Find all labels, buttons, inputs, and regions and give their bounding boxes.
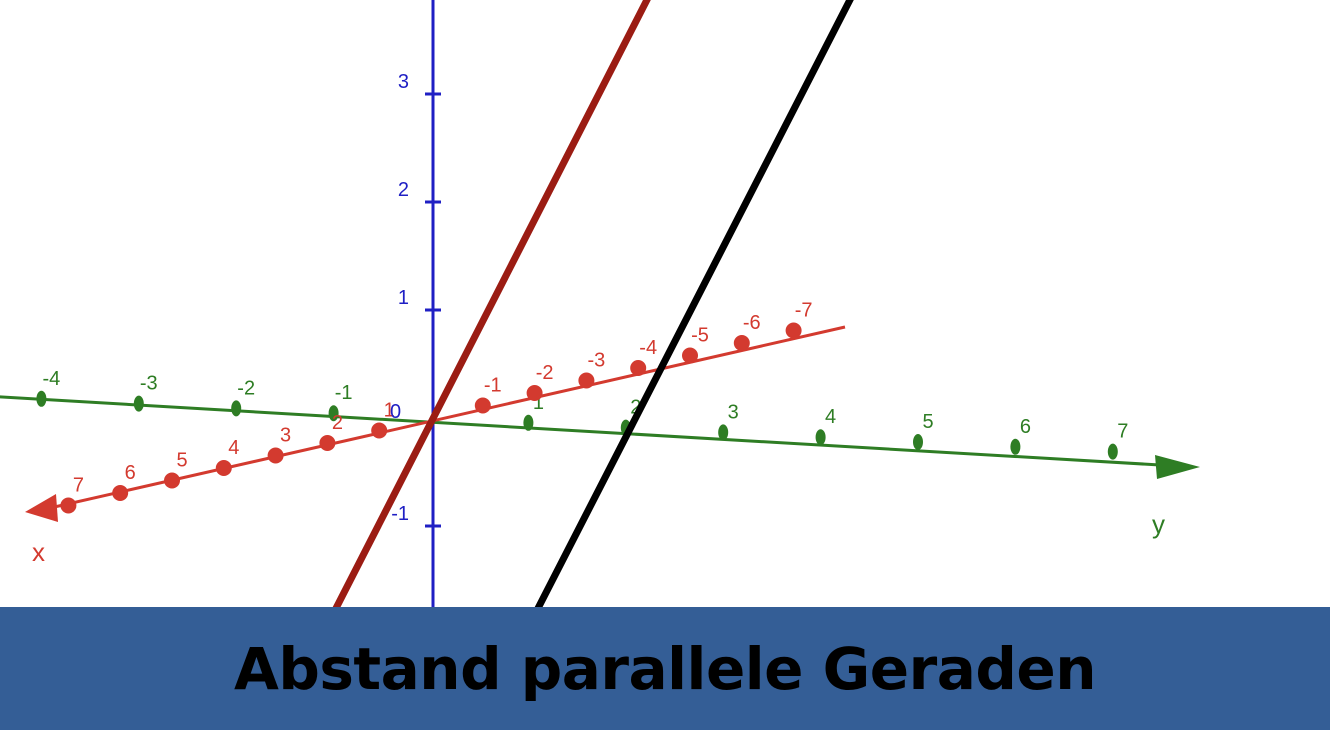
y-tick-label: 2 <box>630 397 641 419</box>
x-tick-label: 2 <box>332 412 343 434</box>
y-tick <box>231 400 242 417</box>
x-tick <box>164 472 180 489</box>
y-axis-line <box>0 395 1161 467</box>
x-tick <box>60 497 77 514</box>
y-tick-label: 6 <box>1020 416 1031 438</box>
y-tick <box>718 424 729 441</box>
y-axis: -4 -3 -2 -1 1 2 3 4 5 6 7 <box>0 368 1200 479</box>
x-tick-label: 7 <box>73 475 84 497</box>
x-tick-label: -4 <box>639 337 657 359</box>
line-g-red <box>332 0 651 607</box>
y-tick-label: 7 <box>1117 421 1128 443</box>
x-tick <box>578 372 595 389</box>
x-tick <box>785 322 802 339</box>
y-tick-label: 3 <box>728 401 739 423</box>
y-tick-label: -2 <box>237 377 255 399</box>
x-tick-label: -3 <box>588 350 606 372</box>
x-tick <box>112 485 129 501</box>
y-tick <box>815 429 826 446</box>
z-tick-label: 2 <box>398 179 409 201</box>
y-tick <box>328 405 339 422</box>
banner-title: Abstand parallele Geraden <box>233 634 1097 703</box>
y-tick-label: 5 <box>922 411 933 433</box>
x-tick-label: -7 <box>795 300 813 322</box>
z-tick-label: 1 <box>398 287 409 309</box>
x-axis: 7 6 5 4 3 2 1 -1 -2 -3 -4 -5 -6 -7 <box>25 300 846 522</box>
y-tick <box>1107 443 1118 460</box>
x-axis-name: x <box>32 537 45 567</box>
z-tick-label: -1 <box>391 503 409 525</box>
y-tick-label: -1 <box>335 382 353 404</box>
line-h-black <box>534 0 854 607</box>
x-tick-label: 1 <box>384 400 395 422</box>
y-tick-label: -3 <box>140 373 158 395</box>
x-tick-label: -2 <box>536 362 554 384</box>
y-tick <box>133 395 144 412</box>
x-tick-label: 5 <box>176 450 187 472</box>
x-tick <box>267 447 284 464</box>
y-tick <box>523 414 534 431</box>
x-tick-label: 3 <box>280 425 291 447</box>
y-tick-label: 1 <box>533 392 544 414</box>
y-axis-name: y <box>1152 509 1165 539</box>
origin-label: 0 <box>390 401 401 423</box>
x-tick <box>215 460 232 476</box>
x-tick-label: -1 <box>484 375 502 397</box>
y-axis-arrow <box>1155 455 1200 479</box>
x-tick-label: 4 <box>228 437 239 459</box>
y-tick <box>913 434 923 450</box>
x-tick <box>474 397 491 414</box>
x-tick <box>526 385 543 401</box>
title-banner: Abstand parallele Geraden <box>0 607 1330 730</box>
z-tick-label: 3 <box>398 71 409 93</box>
x-tick <box>630 360 647 376</box>
x-tick-label: 6 <box>125 462 136 484</box>
x-tick-label: -6 <box>743 312 761 334</box>
x-axis-arrow <box>25 494 58 522</box>
geometry-canvas: 3 2 1 -1 -4 -3 -2 -1 1 2 3 4 5 6 7 7 6 5 4 3 2 1 -1 -2 -3 -4 -5 -… <box>0 0 1200 607</box>
y-tick-label: -4 <box>43 368 61 390</box>
z-axis: 3 2 1 -1 <box>391 0 441 607</box>
y-tick <box>1010 438 1021 455</box>
y-tick <box>36 390 47 407</box>
x-tick <box>319 435 336 451</box>
x-tick <box>371 422 388 439</box>
x-tick <box>682 347 698 364</box>
y-tick-label: 4 <box>825 406 836 428</box>
x-axis-line <box>49 325 846 510</box>
x-tick-label: -5 <box>691 325 709 347</box>
x-tick <box>733 335 750 351</box>
